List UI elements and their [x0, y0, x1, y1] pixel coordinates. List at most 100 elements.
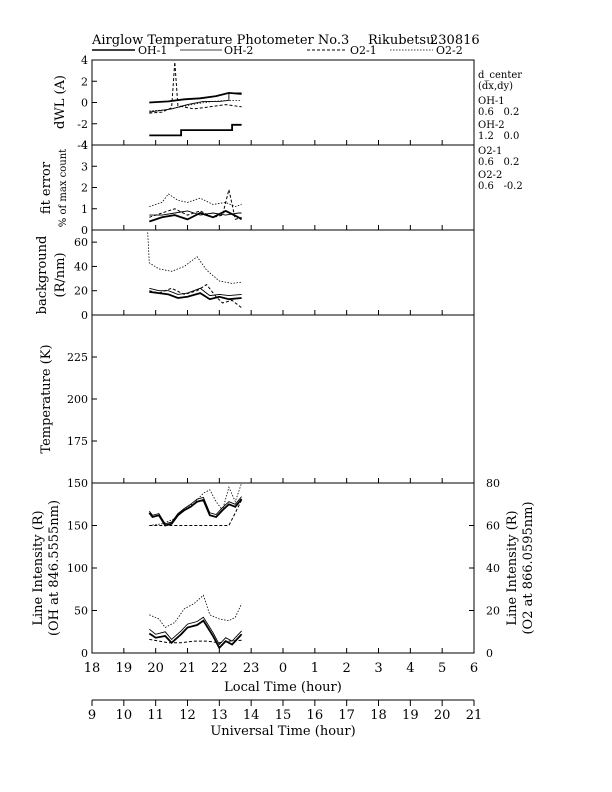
side-info-value-o21: 0.6 0.2: [478, 157, 519, 168]
side-info-name-oh1: OH-1: [478, 96, 505, 107]
ytick-right-label: 0: [486, 647, 493, 660]
ytick-label: 150: [67, 477, 88, 490]
panel-temperature-frame: [91, 314, 475, 484]
legend: OH-1 OH-2 O2-1 O2-2: [92, 44, 463, 57]
xtick-label-local: 6: [470, 661, 478, 676]
series-line-o2-1: [149, 62, 242, 114]
ytick-label: 225: [67, 351, 88, 364]
side-info: d_center (dx,dy) OH-1 0.6 0.2 OH-2 1.2 0…: [478, 70, 523, 192]
station-name: Rikubetsu: [368, 33, 434, 48]
ytick-label: 100: [67, 562, 88, 575]
xtick-label-local: 20: [147, 661, 164, 676]
side-info-value-o22: 0.6 -0.2: [478, 181, 523, 192]
xtick-label-local: 5: [438, 661, 446, 676]
ytick-right-label: 80: [486, 477, 500, 490]
series-line-o2-1: [149, 638, 242, 644]
ytick-right-label: 40: [486, 562, 500, 575]
ytick-label: 60: [74, 236, 88, 249]
series-line-o2-1: [149, 189, 242, 221]
ytick-right-label: 60: [486, 520, 500, 533]
side-info-value-oh1: 0.6 0.2: [478, 107, 519, 118]
ylabel-intensity-right: Line Intensity (R): [505, 510, 520, 625]
xlabel-local-time: Local Time (hour): [224, 680, 342, 695]
ytick-label: 0: [81, 224, 88, 237]
ylabel-background-sub: (R/nm): [53, 252, 68, 297]
series-line-o2-1: [149, 283, 242, 309]
ytick-label: 20: [74, 285, 88, 298]
xtick-label-ut: 20: [434, 708, 451, 723]
xtick-label-ut: 11: [147, 708, 164, 723]
series-line-oh-2: [149, 210, 242, 216]
xtick-label-local: 0: [279, 661, 287, 676]
xtick-label-ut: 17: [338, 708, 355, 723]
side-info-name-o22: O2-2: [478, 170, 502, 181]
side-info-name-o21: O2-1: [478, 146, 502, 157]
xtick-label-ut: 16: [307, 708, 324, 723]
xtick-label-ut: 10: [116, 708, 133, 723]
ytick-label: 40: [74, 260, 88, 273]
series-line-o2-2: [149, 193, 242, 208]
xtick-label-ut: 18: [370, 708, 387, 723]
ytick-label: 4: [81, 54, 88, 67]
legend-label-oh1: OH-1: [138, 44, 167, 57]
series-line-o2-2: [147, 232, 242, 284]
ylabel-background: background: [35, 236, 50, 315]
ytick-right-label: 20: [486, 605, 500, 618]
ytick-label: 4: [81, 139, 88, 152]
ytick-label: 3: [81, 160, 88, 173]
ylabel-dwl: dWL (A): [53, 75, 68, 129]
date-label: 230816: [430, 33, 480, 48]
xtick-label-ut: 13: [211, 708, 228, 723]
series-line-oh-2: [149, 616, 242, 646]
ylabel-temperature: Temperature (K): [39, 344, 54, 453]
series-line-oh-1: [149, 291, 242, 301]
legend-label-o22: O2-2: [436, 44, 463, 57]
series-line-o2-2: [149, 594, 242, 629]
ylabel-intensity: Line Intensity (R): [31, 510, 46, 625]
ylabel-fit-error: fit error: [39, 161, 54, 214]
series-line-oh-1: [149, 209, 243, 223]
series-line-oh-2-upper: [148, 496, 242, 525]
xtick-label-local: 2: [343, 661, 351, 676]
ytick-label: 2: [81, 75, 88, 88]
xtick-label-ut: 15: [275, 708, 292, 723]
series-line-o2-2-upper: [149, 482, 242, 526]
ytick-label: 0: [81, 647, 88, 660]
legend-label-o21: O2-1: [350, 44, 377, 57]
series-line-oh-1: [149, 91, 242, 104]
xtick-label-ut: 9: [88, 708, 96, 723]
side-info-name-oh2: OH-2: [478, 120, 505, 131]
panel-background-frame: [91, 229, 475, 316]
ylabel-fit-error-sub: % of max count: [58, 149, 69, 227]
xlabel-universal-time: Universal Time (hour): [210, 724, 355, 739]
ytick-label: -2: [77, 118, 88, 131]
legend-label-oh2: OH-2: [224, 44, 253, 57]
ytick-label: 175: [67, 435, 88, 448]
xtick-label-local: 22: [211, 661, 228, 676]
xtick-label-local: 23: [243, 661, 260, 676]
ytick-label: 50: [74, 605, 88, 618]
xtick-label-local: 19: [116, 661, 133, 676]
ytick-label: 200: [67, 393, 88, 406]
xtick-label-local: 3: [374, 661, 382, 676]
ylabel-intensity-right-sub: (O2 at 866.0595nm): [521, 501, 536, 634]
ytick-label: 2: [81, 182, 88, 195]
series-line-o2-2: [149, 100, 242, 112]
xtick-label-ut: 12: [179, 708, 196, 723]
xtick-label-ut: 14: [243, 708, 260, 723]
xtick-label-ut: 21: [466, 708, 483, 723]
ytick-label: 150: [67, 520, 88, 533]
chart-title: Airglow Temperature Photometer No.3: [91, 33, 349, 48]
ytick-label: 0: [81, 309, 88, 322]
ytick-label: -4: [77, 139, 88, 152]
series-line-oh-2: [149, 287, 242, 297]
side-info-subtitle: (dx,dy): [478, 81, 513, 92]
xtick-label-local: 4: [406, 661, 414, 676]
series-line-oh-1: [148, 619, 243, 650]
xtick-label-local: 18: [84, 661, 101, 676]
series-line-o2-1-upper: [149, 499, 243, 526]
ylabel-intensity-sub: (OH at 846.5555nm): [47, 500, 62, 636]
side-info-title: d_center: [478, 70, 522, 81]
xtick-label-ut: 19: [402, 708, 419, 723]
